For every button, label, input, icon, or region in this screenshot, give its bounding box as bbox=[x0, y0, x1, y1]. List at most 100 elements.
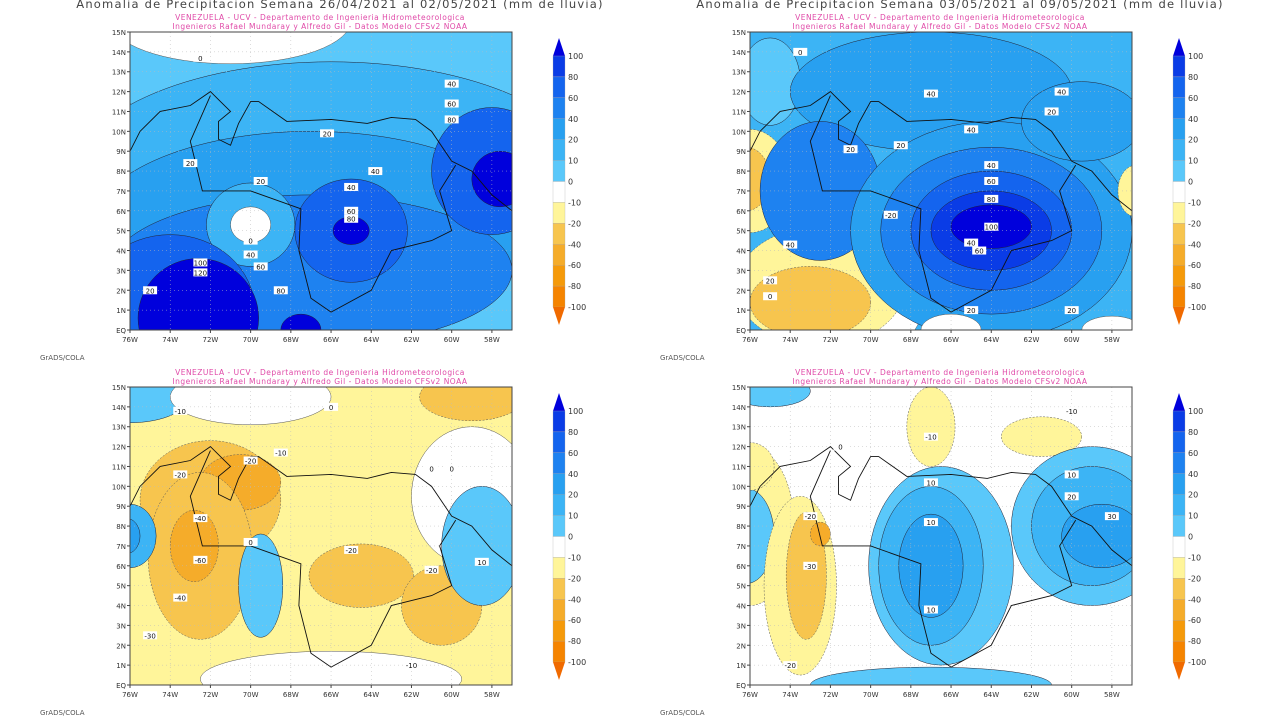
contour-label-bg bbox=[923, 478, 938, 487]
colorbar-bin bbox=[552, 139, 566, 161]
map-frame bbox=[749, 386, 1133, 686]
colorbar-label: -20 bbox=[568, 574, 581, 583]
country-border bbox=[809, 95, 1077, 313]
contour-label: -60 bbox=[195, 557, 206, 565]
contour-label: 40 bbox=[371, 168, 380, 176]
credit-label: GrADS/COLA bbox=[40, 354, 85, 362]
anomaly-contour bbox=[130, 32, 347, 65]
contour-label-bg bbox=[273, 448, 288, 457]
contour-label: 100 bbox=[985, 224, 998, 232]
colorbar-bin bbox=[1172, 452, 1186, 474]
colorbar-bin bbox=[1172, 223, 1186, 245]
contour-label: -20 bbox=[175, 471, 186, 479]
colorbar-label: 40 bbox=[568, 115, 578, 124]
contour-label-bg bbox=[324, 402, 339, 411]
x-tick-label: 68W bbox=[903, 691, 919, 699]
colorbar-label: -40 bbox=[1188, 240, 1201, 249]
colorbar-label: -60 bbox=[568, 261, 581, 270]
map-panel-2: 0 40 20 40 20 20 40 60 80 100 60 40 20 20 40 -20 40 20 0 EQ… bbox=[620, 0, 1260, 362]
x-tick-label: 76W bbox=[742, 691, 758, 699]
contour-label-bg bbox=[783, 240, 798, 249]
colorbar-label: -80 bbox=[1188, 637, 1201, 646]
contour-label-bg bbox=[444, 464, 459, 473]
colorbar-bin bbox=[552, 118, 566, 140]
x-tick-label: 58W bbox=[1104, 336, 1120, 344]
y-tick-label: 4N bbox=[116, 248, 126, 256]
y-tick-label: EQ bbox=[736, 327, 746, 335]
contour-label: -20 bbox=[805, 513, 816, 521]
x-tick-label: 66W bbox=[943, 691, 959, 699]
x-tick-label: 70W bbox=[243, 691, 259, 699]
x-tick-label: 62W bbox=[1024, 336, 1040, 344]
colorbar-bin bbox=[1172, 599, 1186, 621]
colorbar-arrow-bottom bbox=[553, 307, 565, 325]
y-tick-label: 5N bbox=[736, 228, 746, 236]
colorbar-label: 40 bbox=[1188, 470, 1198, 479]
colorbar-label: 100 bbox=[568, 407, 583, 416]
colorbar-bin bbox=[552, 223, 566, 245]
y-tick-label: EQ bbox=[116, 682, 126, 690]
contour-label: 40 bbox=[987, 162, 996, 170]
contour-label: 20 bbox=[896, 142, 905, 150]
colorbar-bin bbox=[552, 494, 566, 516]
colorbar-label: 0 bbox=[568, 178, 573, 187]
contour-label-bg bbox=[893, 141, 908, 150]
y-tick-label: 3N bbox=[116, 267, 126, 275]
x-tick-label: 60W bbox=[444, 691, 460, 699]
coastline bbox=[750, 91, 1132, 212]
anomaly-contour bbox=[1117, 165, 1132, 217]
panel-title: Anomalia de Precipitacion Semana 26/04/2… bbox=[76, 0, 604, 11]
contour-label-bg bbox=[803, 512, 818, 521]
contour-label-bg bbox=[474, 557, 489, 566]
colorbar-bin bbox=[1172, 578, 1186, 600]
contour-label: 10 bbox=[926, 479, 935, 487]
colorbar-arrow-bottom bbox=[1173, 662, 1185, 680]
contour-label: 20 bbox=[146, 287, 155, 295]
map-panel-4: -10 -10 0 10 10 20 10 30 -20 -30 -20 10 EQ 1N 2N 3N 4N 5N… bbox=[620, 355, 1260, 717]
panel-subtitle-1: VENEZUELA - UCV - Departamento de Ingeni… bbox=[175, 368, 465, 377]
contour-label-bg bbox=[923, 605, 938, 614]
contour-label-bg bbox=[923, 432, 938, 441]
y-tick-label: 12N bbox=[732, 89, 746, 97]
colorbar-label: 10 bbox=[568, 157, 578, 166]
y-tick-label: 2N bbox=[116, 287, 126, 295]
colorbar-label: -80 bbox=[568, 637, 581, 646]
contour-label-bg bbox=[143, 631, 158, 640]
colorbar-label: 80 bbox=[568, 73, 578, 82]
y-tick-label: 9N bbox=[116, 503, 126, 511]
y-tick-label: 11N bbox=[112, 108, 126, 116]
x-tick-label: 68W bbox=[283, 691, 299, 699]
colorbar-bin bbox=[552, 202, 566, 224]
y-tick-label: 5N bbox=[116, 228, 126, 236]
y-tick-label: 13N bbox=[732, 424, 746, 432]
y-tick-label: 10N bbox=[732, 483, 746, 491]
colorbar-bin bbox=[1172, 410, 1186, 433]
x-tick-label: 66W bbox=[323, 336, 339, 344]
contour-label-bg bbox=[1054, 87, 1069, 96]
contour-label-bg bbox=[320, 129, 335, 138]
colorbar-label: 0 bbox=[568, 533, 573, 542]
contour-label-bg bbox=[344, 214, 359, 223]
colorbar-bin bbox=[1172, 160, 1186, 182]
colorbar-arrow-bottom bbox=[1173, 307, 1185, 325]
colorbar-bin bbox=[552, 244, 566, 266]
contour-label-bg bbox=[143, 286, 158, 295]
colorbar-bin bbox=[552, 431, 566, 453]
colorbar-label: -20 bbox=[568, 219, 581, 228]
map-panel-1: 0 20 40 20 40 60 20 40 60 80 20 0 40 60 100 120 80 80 EQ 1N… bbox=[0, 0, 640, 362]
contour-label: 10 bbox=[926, 607, 935, 615]
contour-label-bg bbox=[843, 145, 858, 154]
colorbar-bin bbox=[552, 55, 566, 78]
y-tick-label: 10N bbox=[112, 128, 126, 136]
y-tick-label: 15N bbox=[112, 384, 126, 392]
x-tick-label: 74W bbox=[782, 336, 798, 344]
y-tick-label: 1N bbox=[736, 662, 746, 670]
anomaly-contour bbox=[750, 37, 801, 126]
colorbar-arrow-top bbox=[553, 393, 565, 411]
anomaly-contour bbox=[441, 486, 512, 606]
x-tick-label: 72W bbox=[822, 691, 838, 699]
colorbar-label: -80 bbox=[568, 282, 581, 291]
colorbar-bin bbox=[552, 452, 566, 474]
y-tick-label: 2N bbox=[736, 287, 746, 295]
y-tick-label: 5N bbox=[116, 583, 126, 591]
